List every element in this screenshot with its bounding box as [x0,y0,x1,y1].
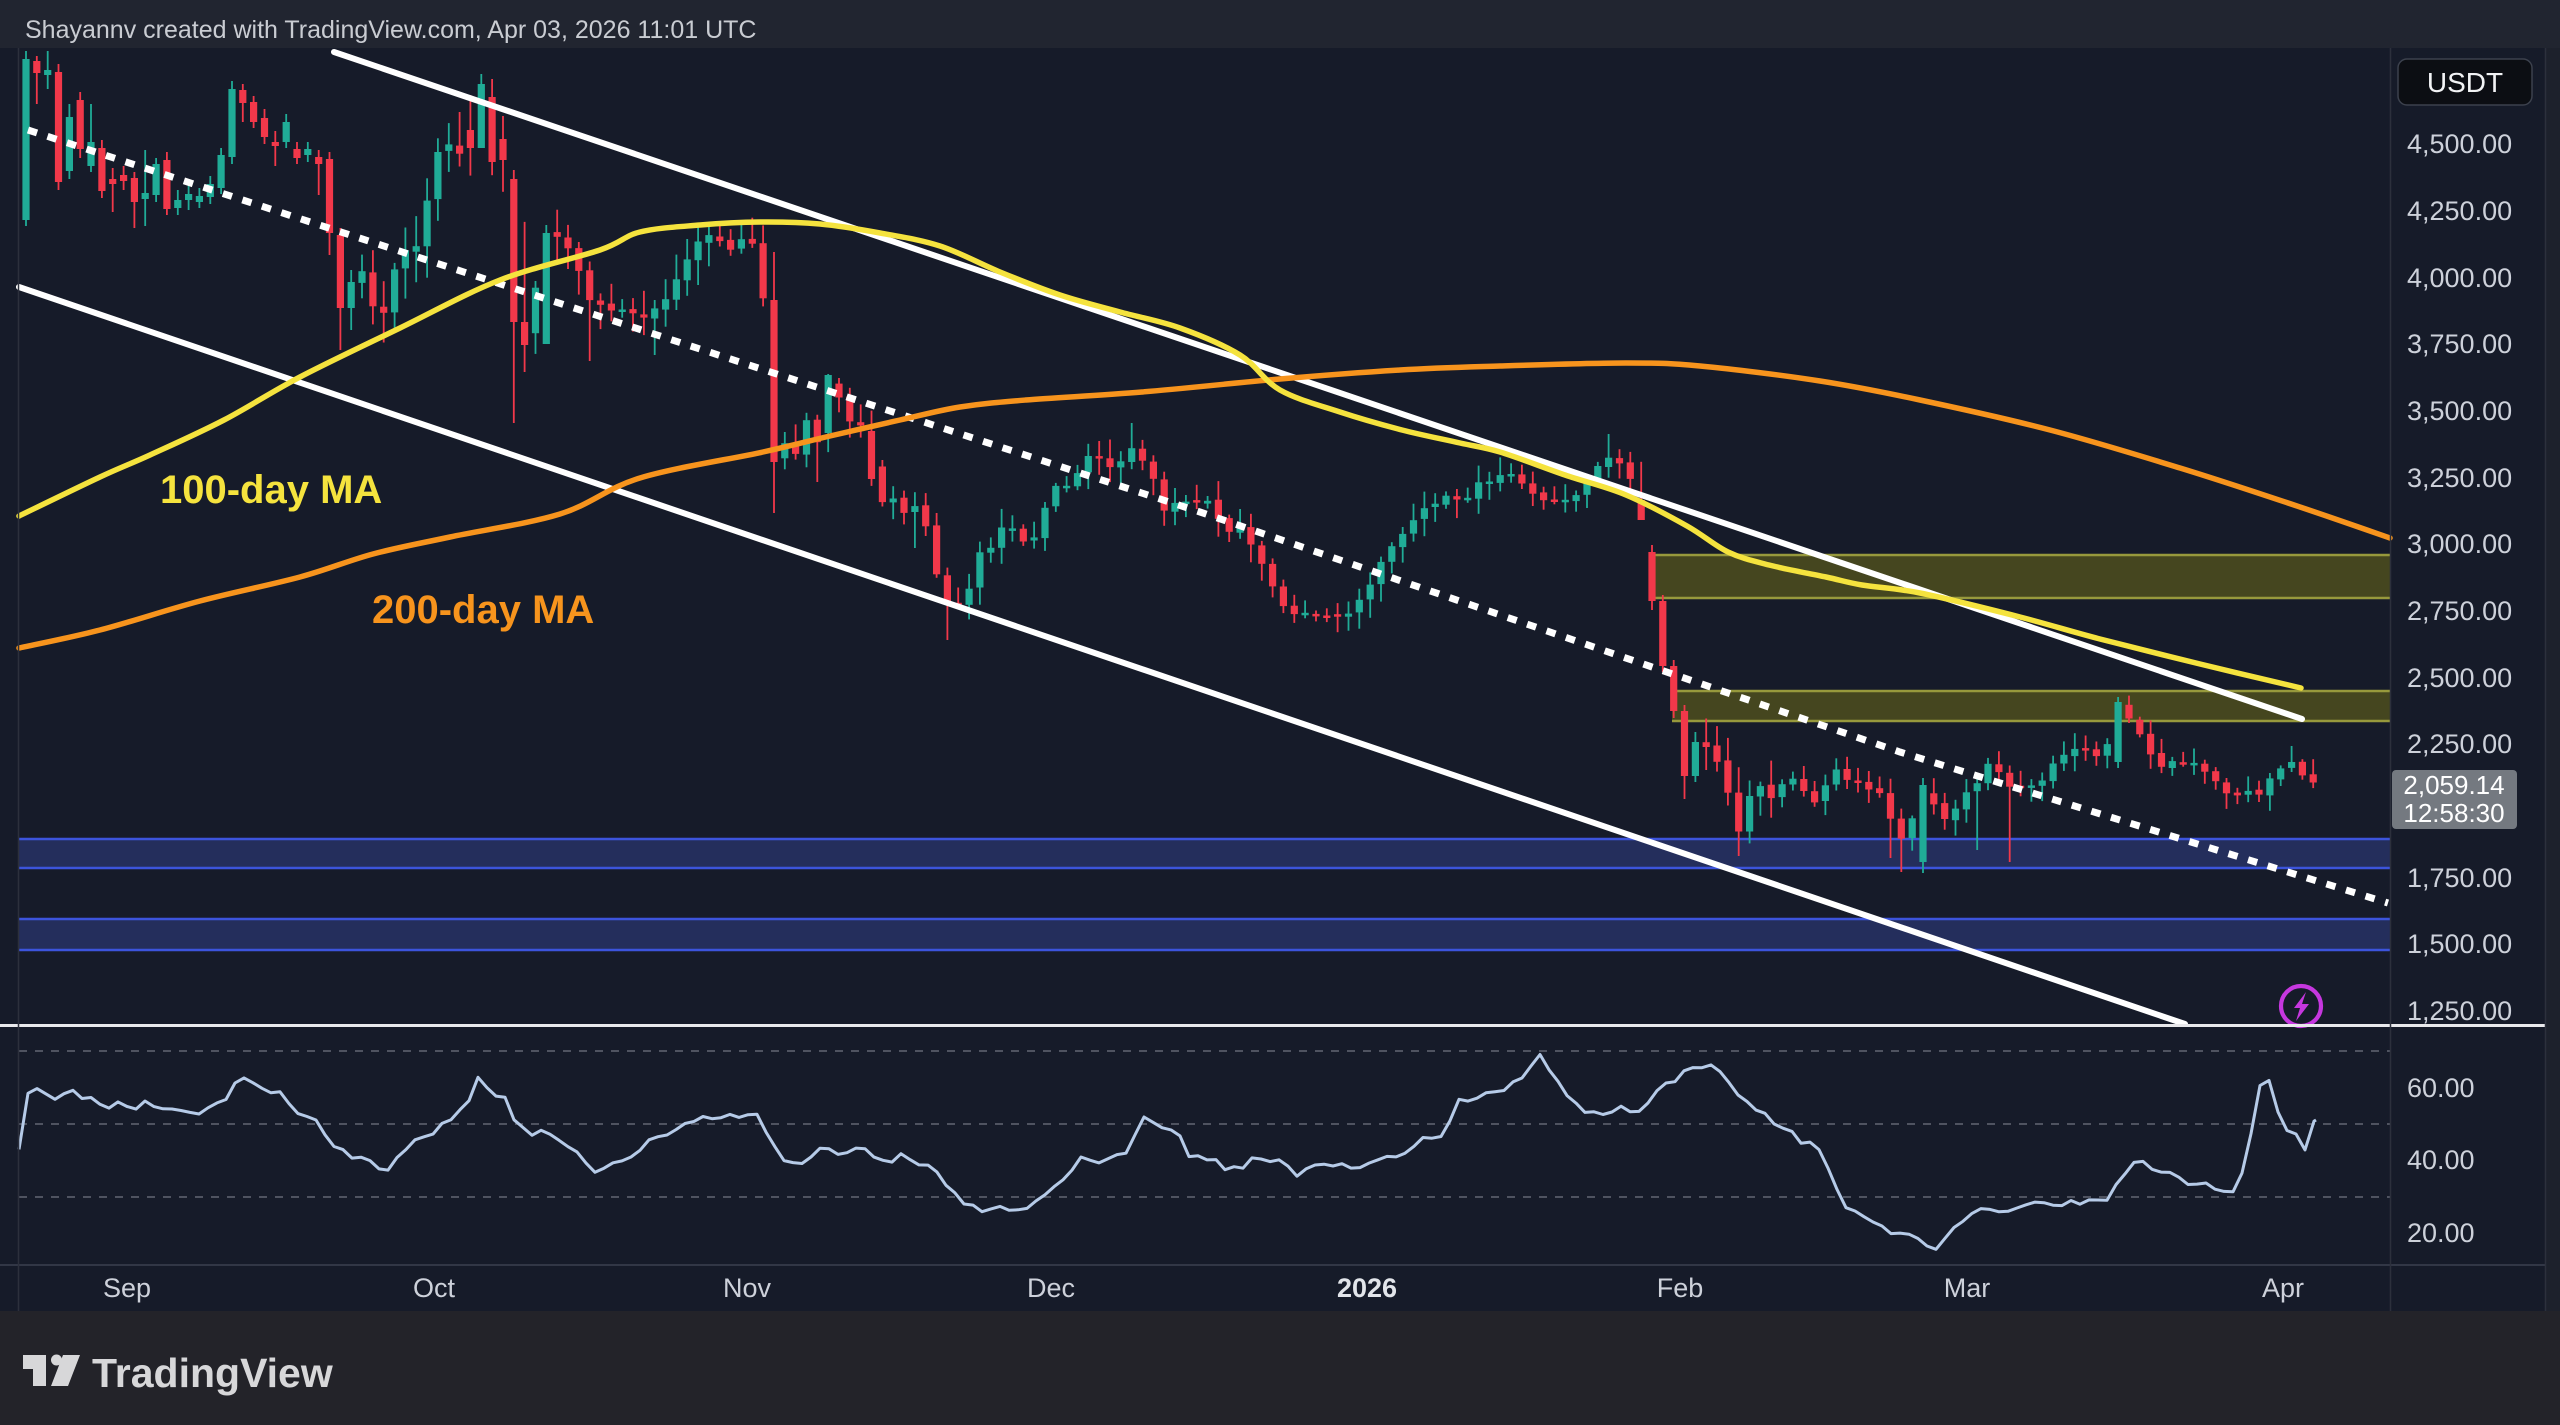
svg-text:2,250.00: 2,250.00 [2407,729,2512,759]
svg-text:Mar: Mar [1944,1273,1991,1303]
svg-text:TradingView: TradingView [92,1350,333,1396]
svg-text:Sep: Sep [103,1273,151,1303]
svg-text:1,250.00: 1,250.00 [2407,996,2512,1026]
svg-text:2,750.00: 2,750.00 [2407,596,2512,626]
svg-text:4,000.00: 4,000.00 [2407,263,2512,293]
svg-text:2,059.14: 2,059.14 [2403,770,2504,800]
svg-text:40.00: 40.00 [2407,1145,2475,1175]
svg-text:3,000.00: 3,000.00 [2407,529,2512,559]
svg-text:3,250.00: 3,250.00 [2407,463,2512,493]
svg-text:Shayannv created with TradingV: Shayannv created with TradingView.com, A… [25,16,756,44]
svg-text:Apr: Apr [2262,1273,2304,1303]
svg-text:12:58:30: 12:58:30 [2403,798,2504,828]
svg-text:20.00: 20.00 [2407,1218,2475,1248]
svg-text:Dec: Dec [1027,1273,1075,1303]
svg-text:3,750.00: 3,750.00 [2407,329,2512,359]
svg-text:60.00: 60.00 [2407,1073,2475,1103]
svg-text:Oct: Oct [413,1273,456,1303]
svg-text:Nov: Nov [723,1273,772,1303]
svg-text:1,750.00: 1,750.00 [2407,863,2512,893]
svg-text:200-day MA: 200-day MA [372,588,594,632]
svg-text:100-day MA: 100-day MA [160,468,382,512]
svg-text:4,500.00: 4,500.00 [2407,129,2512,159]
svg-text:2026: 2026 [1337,1273,1397,1303]
svg-text:Feb: Feb [1657,1273,1704,1303]
svg-text:2,500.00: 2,500.00 [2407,663,2512,693]
svg-text:3,500.00: 3,500.00 [2407,396,2512,426]
svg-text:4,250.00: 4,250.00 [2407,196,2512,226]
svg-text:1,500.00: 1,500.00 [2407,929,2512,959]
svg-text:USDT: USDT [2427,67,2503,98]
